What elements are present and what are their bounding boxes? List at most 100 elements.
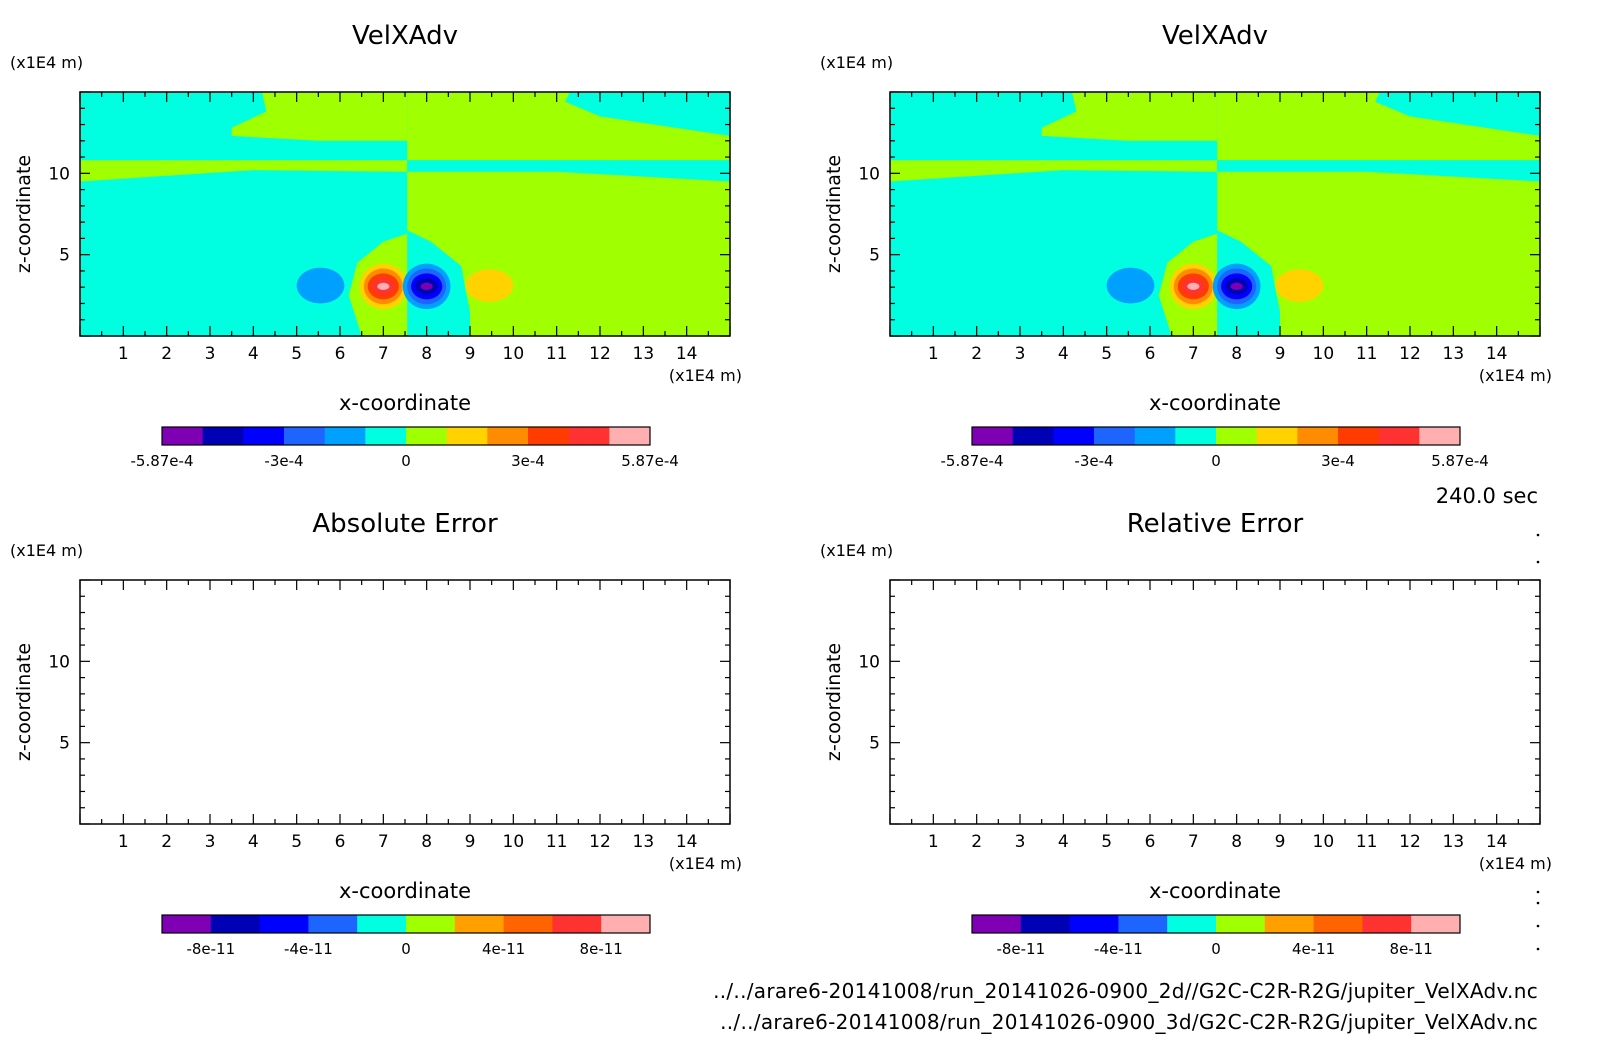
- x-tick-label: 8: [421, 344, 432, 364]
- x-tick-label: 12: [589, 344, 611, 364]
- x-tick-label: 5: [1101, 832, 1112, 852]
- marker-dot: [1536, 901, 1540, 905]
- colorbar-swatch: [365, 427, 407, 445]
- x-tick-label: 13: [1443, 832, 1465, 852]
- x-tick-label: 8: [1231, 344, 1242, 364]
- colorbar-swatch: [972, 915, 1022, 933]
- plot-frame: [889, 579, 1541, 825]
- colorbar-swatch: [1216, 427, 1258, 445]
- x-tick-label: 10: [503, 832, 525, 852]
- x-tick-label: 14: [676, 344, 698, 364]
- colorbar-swatch: [1134, 427, 1176, 445]
- panel1-region-pos-band-left: [80, 160, 408, 182]
- plot-frame: [79, 579, 731, 825]
- x-unit-label: (x1E4 m): [1479, 366, 1552, 385]
- colorbar-swatch: [324, 427, 366, 445]
- x-tick-label: 3: [205, 344, 216, 364]
- y-tick-label: 5: [59, 246, 70, 266]
- colorbar-tick-label: -8e-11: [996, 940, 1045, 958]
- chart-panel-1: VelXAdv(x1E4 m)1 2 3 4 5 6 7 8 9 10 11 12 13 14510z-c…: [10, 21, 742, 470]
- y-tick-label: 10: [48, 652, 70, 672]
- y-unit-label: (x1E4 m): [820, 53, 893, 72]
- colorbar-swatch: [406, 427, 448, 445]
- x-tick-label: 7: [1188, 832, 1199, 852]
- x-tick-label: 11: [546, 344, 568, 364]
- panel1-region-neg-top-right: [565, 92, 730, 136]
- panel2-region-neg-band-right: [1217, 160, 1540, 182]
- x-tick-label: 10: [1313, 832, 1335, 852]
- x-tick-label: 6: [335, 344, 346, 364]
- x-tick-label: 9: [465, 832, 476, 852]
- x-tick-label: 5: [1101, 344, 1112, 364]
- file-path-2d: ../../arare6-20141008/run_20141026-0900_…: [713, 979, 1538, 1003]
- x-tick-label: 4: [248, 832, 259, 852]
- colorbar-swatch: [1094, 427, 1136, 445]
- colorbar-swatch: [259, 915, 309, 933]
- chart-title: Absolute Error: [312, 509, 498, 539]
- panel2-region-pos-top-left: [1041, 92, 1218, 141]
- colorbar-swatch: [972, 427, 1014, 445]
- x-tick-label: 8: [1231, 832, 1242, 852]
- colorbar-tick-label: 3e-4: [511, 452, 545, 470]
- x-tick-label: 13: [1443, 344, 1465, 364]
- colorbar-frame: [161, 426, 651, 446]
- x-tick-label: 11: [1356, 344, 1378, 364]
- panel2-region-pos-band-left: [890, 160, 1218, 182]
- x-unit-label: (x1E4 m): [669, 366, 742, 385]
- colorbar-swatch: [1020, 915, 1071, 933]
- colorbar-tick-label: 3e-4: [1321, 452, 1355, 470]
- marker-dot: [1536, 533, 1540, 537]
- x-axis-label: x-coordinate: [339, 391, 471, 415]
- colorbar-swatch: [1338, 427, 1380, 445]
- x-tick-label: 9: [1275, 344, 1286, 364]
- colorbar-swatch: [454, 915, 505, 933]
- x-tick-label: 4: [248, 344, 259, 364]
- y-axis-label: z-coordinate: [823, 643, 845, 761]
- marker-dot: [1536, 890, 1540, 894]
- x-tick-label: 13: [633, 832, 655, 852]
- panel1-blob-neg-left: [296, 267, 345, 304]
- colorbar-swatch: [609, 427, 651, 445]
- y-unit-label: (x1E4 m): [820, 541, 893, 560]
- panel2-core-neg-ring-5: [1230, 282, 1243, 290]
- x-tick-label: 12: [589, 832, 611, 852]
- colorbar-swatch: [284, 427, 326, 445]
- colorbar-tick-label: 0: [401, 452, 411, 470]
- colorbar-tick-label: -3e-4: [264, 452, 303, 470]
- x-tick-label: 6: [335, 832, 346, 852]
- x-tick-label: 1: [118, 344, 129, 364]
- x-axis-label: x-coordinate: [1149, 879, 1281, 903]
- colorbar-swatch: [1167, 915, 1217, 933]
- x-tick-label: 5: [291, 832, 302, 852]
- panel2-core-pos-ring-5: [1187, 282, 1200, 290]
- colorbar-swatch: [1012, 427, 1054, 445]
- colorbar-tick-label: -3e-4: [1074, 452, 1113, 470]
- colorbar-tick-label: -4e-11: [284, 940, 333, 958]
- x-tick-label: 7: [378, 344, 389, 364]
- colorbar-tick-label: 5.87e-4: [621, 452, 679, 470]
- colorbar-tick-label: 0: [1211, 452, 1221, 470]
- colorbar-swatch: [1313, 915, 1363, 933]
- colorbar-swatch: [1362, 915, 1412, 933]
- x-tick-label: 10: [1313, 344, 1335, 364]
- colorbar-swatch: [528, 427, 570, 445]
- colorbar-frame: [971, 914, 1461, 934]
- panel2-blob-pos-right: [1275, 269, 1324, 302]
- y-unit-label: (x1E4 m): [10, 53, 83, 72]
- x-tick-label: 2: [161, 832, 172, 852]
- x-tick-label: 2: [971, 344, 982, 364]
- chart-panel-3: Absolute Error(x1E4 m)1 2 3 4 5 6 7 8 9 10 11 12 13 1…: [10, 509, 742, 958]
- colorbar-swatch: [446, 427, 488, 445]
- colorbar-swatch: [308, 915, 358, 933]
- panel1-region-pos-top-left: [231, 92, 408, 141]
- colorbar-frame: [161, 914, 651, 934]
- y-axis-label: z-coordinate: [13, 643, 35, 761]
- colorbar-tick-label: -8e-11: [186, 940, 235, 958]
- panel1-core-pos-ring-5: [377, 282, 390, 290]
- x-tick-label: 14: [1486, 832, 1508, 852]
- y-tick-label: 10: [48, 164, 70, 184]
- x-tick-label: 11: [1356, 832, 1378, 852]
- colorbar-swatch: [357, 915, 407, 933]
- x-tick-label: 6: [1145, 832, 1156, 852]
- colorbar-swatch: [406, 915, 456, 933]
